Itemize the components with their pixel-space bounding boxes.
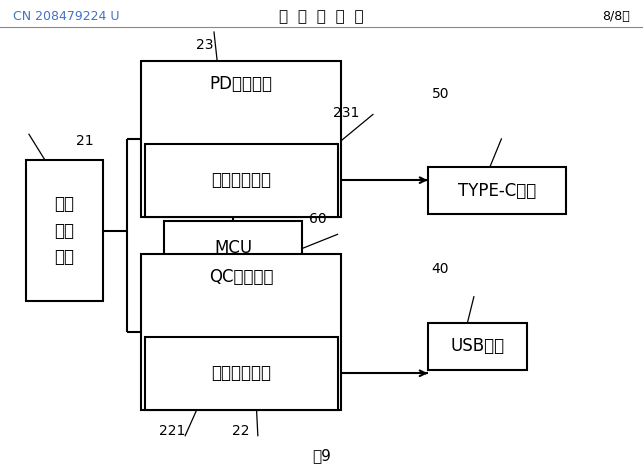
Text: MCU: MCU: [214, 239, 252, 258]
Text: 第二监控电路: 第二监控电路: [211, 171, 271, 189]
Bar: [141, 61, 341, 217]
Text: 21: 21: [76, 134, 94, 148]
Text: 231: 231: [332, 106, 359, 120]
Text: TYPE-C接口: TYPE-C接口: [458, 182, 536, 200]
Text: 第一监控电路: 第一监控电路: [211, 364, 271, 382]
Text: 221: 221: [159, 424, 186, 438]
Bar: [428, 323, 527, 370]
Text: 开关
电源
模块: 开关 电源 模块: [54, 195, 75, 266]
Bar: [141, 254, 341, 410]
Text: CN 208479224 U: CN 208479224 U: [13, 10, 120, 23]
Text: PD快充模块: PD快充模块: [210, 75, 273, 93]
Text: 40: 40: [431, 262, 449, 276]
Text: 60: 60: [309, 212, 327, 226]
Bar: [145, 144, 338, 217]
Text: 50: 50: [431, 87, 449, 101]
Text: USB接口: USB接口: [450, 337, 505, 355]
Bar: [428, 167, 566, 214]
Bar: [164, 221, 302, 276]
Text: 23: 23: [195, 38, 213, 52]
Text: QC快充模块: QC快充模块: [209, 268, 273, 286]
Text: 图9: 图9: [312, 448, 331, 463]
Text: 8/8页: 8/8页: [602, 10, 630, 23]
Bar: [26, 160, 103, 301]
Text: 22: 22: [232, 424, 250, 438]
Text: 说  明  书  附  图: 说 明 书 附 图: [279, 9, 364, 24]
Bar: [145, 337, 338, 410]
